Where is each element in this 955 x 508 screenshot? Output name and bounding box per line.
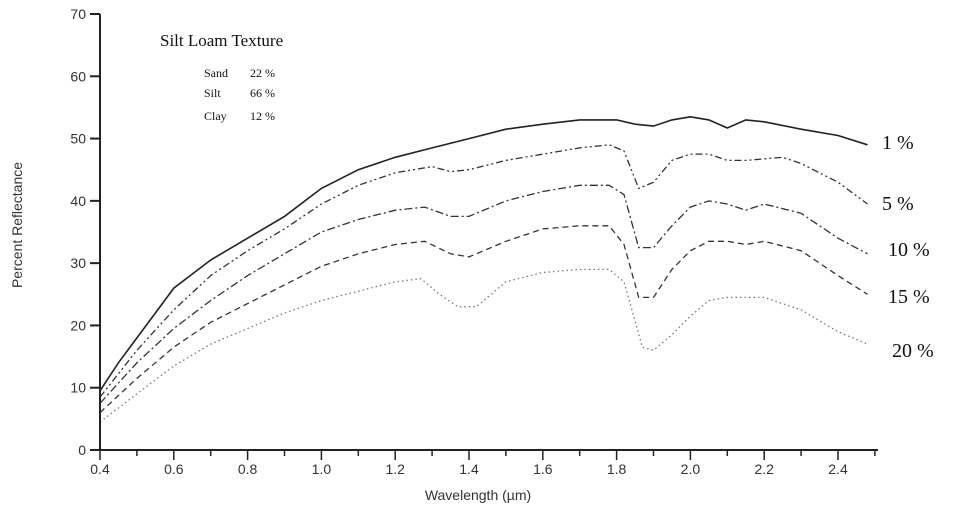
series-label: 20 % — [892, 340, 934, 362]
composition-value: 22 % — [250, 66, 275, 80]
composition-label: Silt — [204, 86, 221, 100]
x-tick-label: 2.2 — [754, 461, 774, 477]
x-tick-label: 0.4 — [90, 461, 110, 477]
series-line — [99, 184, 868, 404]
composition-label: Clay — [204, 109, 227, 123]
composition-value: 12 % — [250, 109, 275, 123]
y-tick-label: 60 — [70, 68, 86, 84]
y-tick-label: 10 — [70, 380, 86, 396]
y-tick-label: 40 — [70, 193, 86, 209]
series-label: 10 % — [888, 239, 930, 261]
series-line — [99, 268, 868, 423]
x-tick-label: 2.4 — [828, 461, 848, 477]
x-tick-label: 1.0 — [312, 461, 332, 477]
series-line — [99, 115, 868, 392]
x-tick-label: 1.2 — [385, 461, 405, 477]
chart-title: Silt Loam Texture — [160, 31, 283, 50]
x-axis-title: Wavelength (µm) — [425, 487, 531, 503]
x-tick-label: 1.4 — [459, 461, 479, 477]
composition-value: 66 % — [250, 86, 275, 100]
x-tick-label: 0.8 — [238, 461, 258, 477]
y-tick-label: 50 — [70, 131, 86, 147]
axes — [99, 14, 878, 451]
x-tick-label: 2.0 — [681, 461, 701, 477]
composition-table: Sand 22 % Silt 66 % Clay 12 % — [204, 66, 275, 123]
y-axis-title: Percent Reflectance — [9, 162, 25, 288]
y-ticks: 0 10 20 30 40 50 60 70 — [70, 6, 100, 458]
plot-area — [99, 115, 868, 423]
series-labels: 1 % 5 % 10 % 15 % 20 % — [882, 132, 934, 362]
series-label: 1 % — [882, 132, 914, 154]
y-tick-label: 20 — [70, 317, 86, 333]
x-tick-label: 1.8 — [607, 461, 627, 477]
x-tick-label: 1.6 — [533, 461, 553, 477]
x-ticks: 0.4 0.6 0.8 1.0 1.2 1.4 1.6 1.8 2.0 2.2 2.4 — [90, 450, 876, 477]
y-tick-label: 0 — [78, 442, 86, 458]
x-tick-label: 0.6 — [164, 461, 184, 477]
composition-label: Sand — [204, 66, 228, 80]
series-label: 5 % — [882, 193, 914, 215]
y-tick-label: 70 — [70, 6, 86, 22]
y-tick-label: 30 — [70, 255, 86, 271]
series-label: 15 % — [888, 286, 930, 308]
series-line — [99, 144, 868, 398]
series-line — [99, 225, 868, 414]
